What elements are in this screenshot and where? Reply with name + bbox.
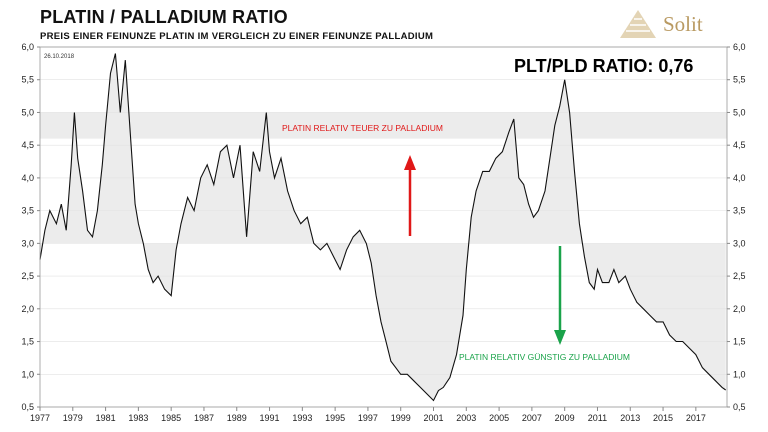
x-tick-label: 1995 bbox=[325, 413, 345, 423]
y-tick-label-right: 0,5 bbox=[733, 402, 746, 412]
ratio-series-line bbox=[39, 53, 727, 402]
y-tick-label-left: 6,0 bbox=[21, 42, 34, 52]
annotation-high: PLATIN RELATIV TEUER ZU PALLADIUM bbox=[282, 123, 443, 133]
up-arrow-icon bbox=[404, 155, 416, 236]
x-tick-label: 2001 bbox=[423, 413, 443, 423]
ratio-label: PLT/PLD RATIO: 0,76 bbox=[514, 56, 693, 76]
y-tick-label-left: 1,5 bbox=[21, 337, 34, 347]
y-tick-label-left: 3,0 bbox=[21, 238, 34, 248]
y-tick-label-right: 2,5 bbox=[733, 271, 746, 281]
y-tick-label-left: 4,5 bbox=[21, 140, 34, 150]
x-tick-label: 1989 bbox=[227, 413, 247, 423]
y-tick-label-left: 2,5 bbox=[21, 271, 34, 281]
x-tick-label: 1981 bbox=[96, 413, 116, 423]
y-tick-label-right: 4,5 bbox=[733, 140, 746, 150]
y-tick-label-left: 5,5 bbox=[21, 75, 34, 85]
high-band bbox=[40, 112, 727, 139]
down-arrow-icon bbox=[554, 246, 566, 345]
x-tick-label: 1985 bbox=[161, 413, 181, 423]
y-tick-label-left: 0,5 bbox=[21, 402, 34, 412]
x-tick-label: 1987 bbox=[194, 413, 214, 423]
x-tick-label: 2013 bbox=[620, 413, 640, 423]
y-tick-label-right: 3,0 bbox=[733, 238, 746, 248]
y-tick-label-left: 3,5 bbox=[21, 206, 34, 216]
chart-title: PLATIN / PALLADIUM RATIO bbox=[40, 7, 288, 27]
y-tick-label-right: 5,5 bbox=[733, 75, 746, 85]
y-tick-label-right: 1,5 bbox=[733, 337, 746, 347]
x-tick-label: 1979 bbox=[63, 413, 83, 423]
solit-logo: Solit bbox=[618, 8, 758, 42]
y-tick-label-left: 4,0 bbox=[21, 173, 34, 183]
y-tick-label-left: 2,0 bbox=[21, 304, 34, 314]
x-tick-label: 2011 bbox=[588, 413, 607, 423]
y-tick-label-right: 5,0 bbox=[733, 107, 746, 117]
y-tick-label-right: 6,0 bbox=[733, 42, 746, 52]
date-label: 26.10.2018 bbox=[44, 54, 75, 60]
x-tick-label: 1993 bbox=[292, 413, 312, 423]
x-tick-label: 2009 bbox=[555, 413, 575, 423]
x-tick-label: 2007 bbox=[522, 413, 542, 423]
chart-subtitle: PREIS EINER FEINUNZE PLATIN IM VERGLEICH… bbox=[40, 31, 434, 42]
area-fill-to-reference bbox=[40, 53, 726, 401]
y-tick-label-right: 3,5 bbox=[733, 206, 746, 216]
annotation-low: PLATIN RELATIV GÜNSTIG ZU PALLADIUM bbox=[459, 352, 630, 362]
x-tick-label: 1997 bbox=[358, 413, 378, 423]
y-tick-label-right: 1,0 bbox=[733, 369, 746, 379]
x-tick-label: 1991 bbox=[260, 413, 280, 423]
y-tick-label-left: 1,0 bbox=[21, 369, 34, 379]
plot-frame bbox=[39, 46, 728, 408]
x-tick-label: 2005 bbox=[489, 413, 509, 423]
pyramid-logo-icon bbox=[620, 10, 656, 38]
y-tick-label-right: 2,0 bbox=[733, 304, 746, 314]
x-tick-label: 2015 bbox=[653, 413, 673, 423]
x-tick-label: 1983 bbox=[128, 413, 148, 423]
x-tick-label: 2003 bbox=[456, 413, 476, 423]
logo-text: Solit bbox=[663, 12, 703, 36]
x-tick-label: 2017 bbox=[686, 413, 706, 423]
x-tick-label: 1999 bbox=[391, 413, 411, 423]
y-tick-label-right: 4,0 bbox=[733, 173, 746, 183]
y-tick-label-left: 5,0 bbox=[21, 107, 34, 117]
x-tick-label: 1977 bbox=[30, 413, 50, 423]
